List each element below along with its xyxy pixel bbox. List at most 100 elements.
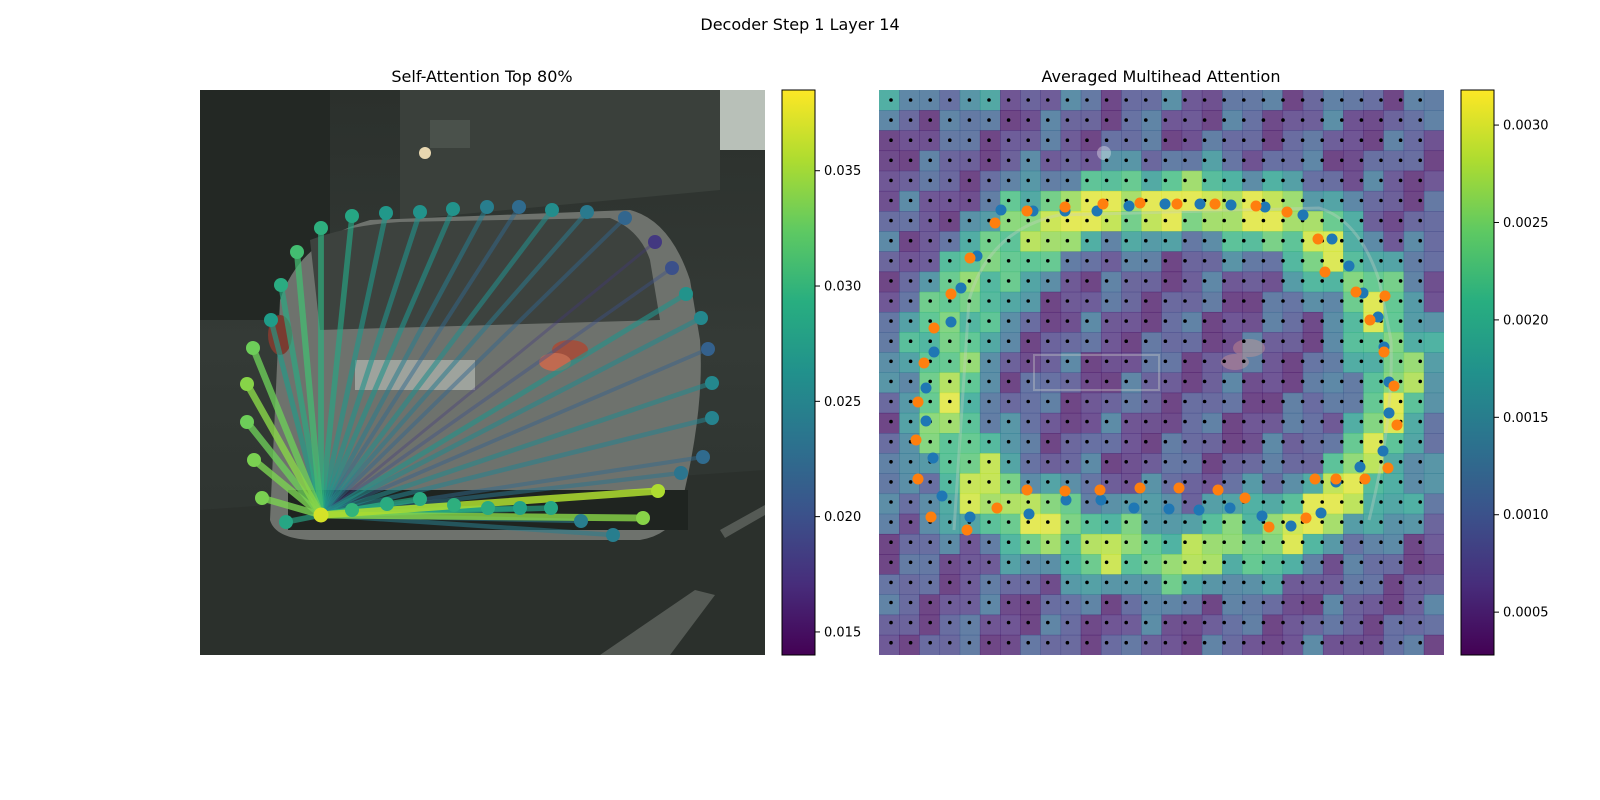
grid-point bbox=[1124, 620, 1128, 625]
grid-point bbox=[948, 218, 952, 223]
contour-point bbox=[345, 503, 359, 517]
heatmap-cell bbox=[1343, 291, 1364, 313]
grid-point bbox=[889, 319, 893, 323]
heatmap-cell bbox=[1363, 412, 1384, 434]
heatmap-cell bbox=[1403, 412, 1425, 434]
grid-point bbox=[1202, 399, 1207, 404]
grid-point bbox=[1124, 419, 1128, 424]
heatmap-cell bbox=[1181, 634, 1203, 655]
heatmap-cell bbox=[1242, 433, 1263, 454]
grid-point bbox=[1104, 600, 1109, 605]
heatmap-cell bbox=[1383, 311, 1405, 333]
grid-point bbox=[1163, 279, 1168, 283]
heatmap-cell bbox=[1181, 473, 1203, 495]
heatmap-cell bbox=[1181, 211, 1203, 232]
grid-point bbox=[928, 640, 932, 645]
grid-point bbox=[948, 520, 952, 524]
contour-point bbox=[574, 514, 588, 528]
attention-line bbox=[318, 204, 490, 518]
heatmap-cell bbox=[899, 453, 920, 474]
grid-point bbox=[928, 98, 932, 102]
grid-point bbox=[1085, 520, 1089, 524]
grid-point bbox=[1085, 98, 1089, 102]
heatmap-cell bbox=[979, 372, 1001, 394]
heatmap-cell bbox=[1322, 190, 1344, 212]
heatmap-cell bbox=[1383, 150, 1405, 172]
heatmap-cell bbox=[1222, 170, 1243, 192]
heatmap-cell bbox=[1282, 493, 1304, 515]
heatmap-cell bbox=[1302, 291, 1324, 313]
grid-point bbox=[1300, 620, 1305, 625]
heatmap-cell bbox=[939, 513, 961, 535]
heatmap-cell bbox=[1141, 211, 1162, 232]
heatmap-cell bbox=[1242, 453, 1263, 474]
heatmap-cell bbox=[1222, 271, 1243, 293]
heatmap-cell bbox=[939, 594, 961, 616]
colorbar-tick-label: 0.035 bbox=[824, 164, 861, 179]
heatmap-cell bbox=[979, 594, 1001, 616]
heatmap-cell bbox=[1222, 211, 1243, 232]
colorbar-tick-label: 0.015 bbox=[824, 625, 861, 640]
grid-point bbox=[1320, 319, 1324, 323]
grid-point bbox=[1163, 138, 1168, 142]
grid-point bbox=[1242, 158, 1246, 163]
attention-line bbox=[318, 209, 423, 518]
orange-sample-point bbox=[991, 502, 1003, 514]
orange-sample-point bbox=[961, 524, 973, 536]
heatmap-cell bbox=[1282, 231, 1304, 252]
grid-point bbox=[1281, 238, 1285, 243]
grid-point bbox=[1418, 600, 1422, 605]
blue-sample-point bbox=[964, 511, 976, 523]
blue-sample-point bbox=[928, 346, 940, 358]
heatmap-cell bbox=[1121, 392, 1142, 414]
heatmap-cell bbox=[1262, 311, 1284, 333]
grid-point bbox=[1026, 138, 1030, 142]
grid-point bbox=[1418, 620, 1422, 625]
grid-point bbox=[1183, 198, 1187, 203]
grid-point bbox=[948, 359, 952, 364]
heatmap-cell bbox=[1121, 291, 1142, 313]
heatmap-cell bbox=[1201, 251, 1223, 273]
heatmap-cell bbox=[1302, 453, 1324, 474]
heatmap-cell bbox=[1100, 352, 1122, 373]
heatmap-cell bbox=[1121, 574, 1142, 595]
grid-point bbox=[1104, 259, 1109, 263]
grid-point bbox=[987, 339, 991, 343]
grid-point bbox=[948, 198, 952, 203]
heatmap-cell bbox=[1423, 533, 1444, 555]
heatmap-cell bbox=[1020, 130, 1041, 152]
grid-point bbox=[1124, 439, 1128, 444]
heatmap-cell bbox=[1141, 251, 1162, 273]
grid-point bbox=[1222, 460, 1226, 464]
heatmap-cell bbox=[1403, 433, 1425, 454]
grid-point bbox=[1379, 118, 1383, 122]
contour-point bbox=[345, 209, 359, 223]
heatmap-cell bbox=[1121, 211, 1142, 232]
orange-sample-point bbox=[1209, 198, 1221, 210]
grid-point bbox=[1085, 640, 1089, 645]
heatmap-cell bbox=[1423, 473, 1444, 495]
contour-point bbox=[413, 492, 427, 506]
heatmap-cell bbox=[1100, 594, 1122, 616]
heatmap-cell bbox=[1201, 130, 1223, 152]
heatmap-cell bbox=[1242, 110, 1263, 131]
grid-point bbox=[889, 379, 893, 384]
grid-point bbox=[948, 540, 952, 544]
heatmap-cell bbox=[1302, 554, 1324, 575]
orange-sample-point bbox=[1312, 233, 1324, 245]
heatmap-cell bbox=[1040, 614, 1062, 636]
heatmap-cell bbox=[1322, 533, 1344, 555]
contour-point bbox=[240, 377, 254, 391]
heatmap-cell bbox=[1161, 433, 1183, 454]
heatmap-cell bbox=[1080, 392, 1102, 414]
attention-line bbox=[318, 291, 689, 518]
grid-point bbox=[1065, 218, 1070, 223]
heatmap-cell bbox=[1000, 473, 1021, 495]
grid-point bbox=[1398, 399, 1403, 404]
heatmap-cell bbox=[1363, 231, 1384, 252]
heatmap-cell bbox=[1201, 392, 1223, 414]
grid-point bbox=[1124, 279, 1128, 283]
heatmap-cell bbox=[1080, 433, 1102, 454]
right-scene-overlay bbox=[952, 146, 1393, 531]
heatmap-cell bbox=[1282, 614, 1304, 636]
